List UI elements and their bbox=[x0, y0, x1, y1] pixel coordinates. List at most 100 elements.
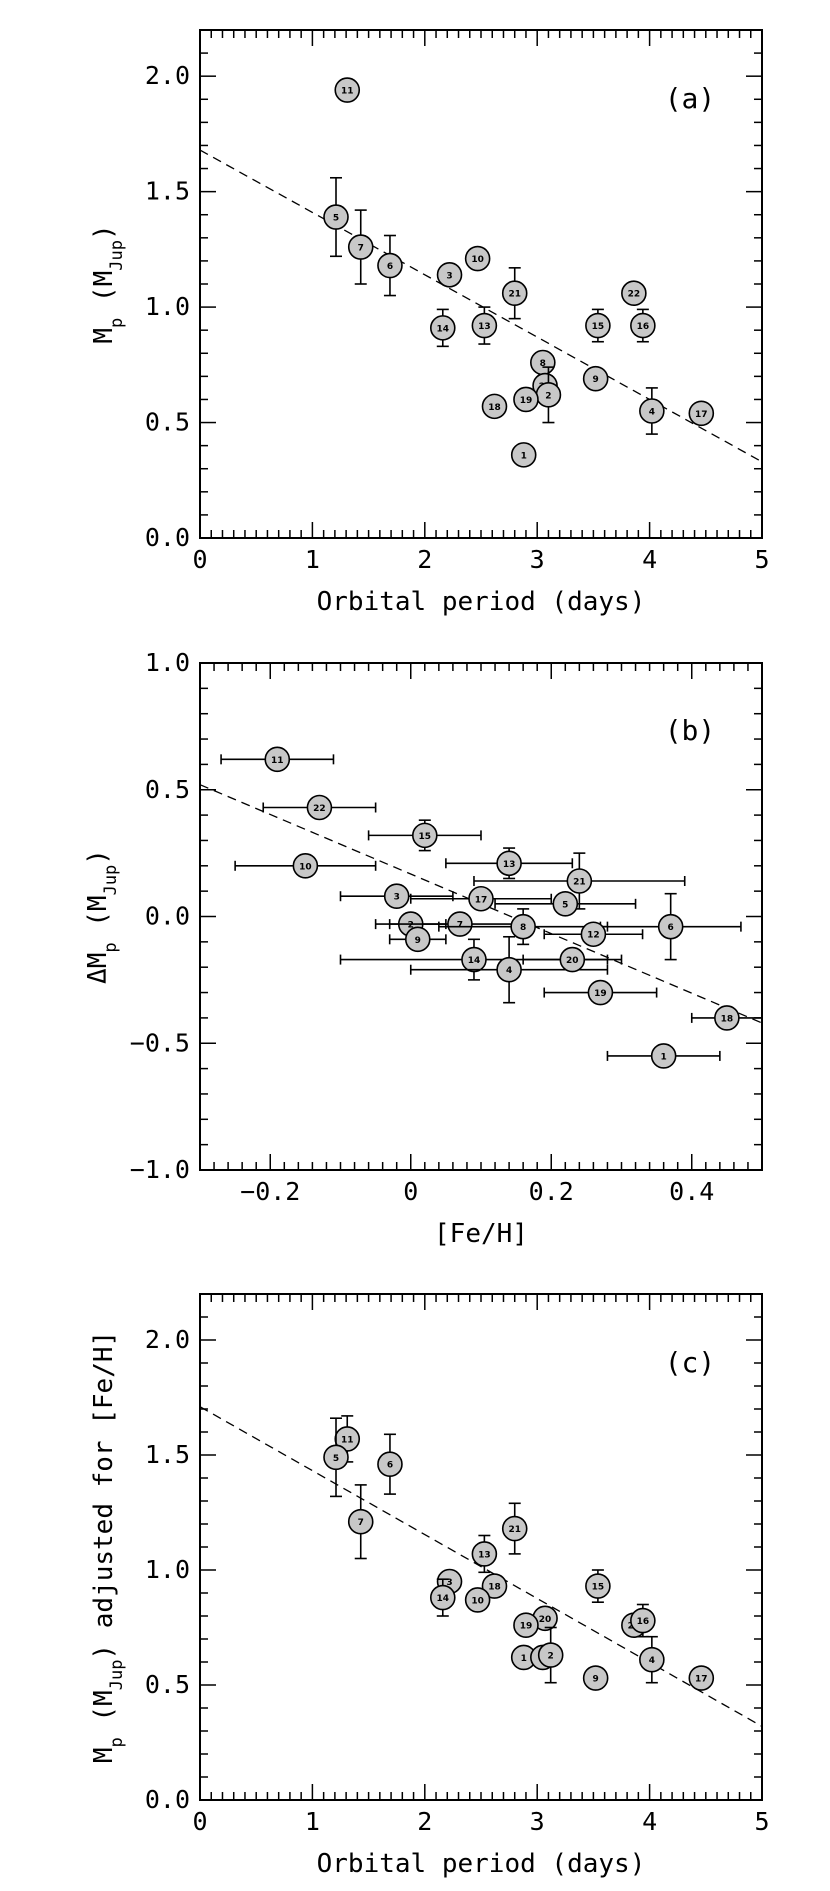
data-point-18: 18 bbox=[481, 393, 508, 420]
data-point-1: 1 bbox=[606, 1043, 721, 1069]
data-point-3: 3 bbox=[436, 261, 463, 288]
data-point-label: 22 bbox=[313, 804, 326, 814]
data-point-label: 15 bbox=[419, 832, 432, 842]
data-point-label: 10 bbox=[299, 862, 312, 872]
data-point-label: 13 bbox=[503, 860, 516, 870]
data-marker bbox=[510, 442, 537, 468]
data-point-22: 22 bbox=[621, 280, 647, 307]
y-tick-label: −0.5 bbox=[130, 1028, 190, 1057]
data-point-label: 17 bbox=[695, 1675, 708, 1685]
data-point-22: 22 bbox=[262, 794, 377, 821]
y-tick-label: 0.0 bbox=[145, 1785, 190, 1814]
data-point-7: 7 bbox=[347, 209, 374, 285]
data-point-label: 14 bbox=[437, 1594, 450, 1604]
data-marker bbox=[580, 921, 607, 948]
chart-panel-a: 0 1 2 3 4 5 0.0 0.5 1.0 1.5 2.0 Orbital period (day… bbox=[89, 29, 770, 617]
data-marker bbox=[429, 1584, 456, 1611]
data-marker bbox=[323, 1444, 349, 1471]
data-point-label: 11 bbox=[341, 1435, 354, 1445]
data-point-label: 7 bbox=[358, 1518, 364, 1528]
data-marker bbox=[404, 926, 431, 953]
data-point-10: 10 bbox=[234, 852, 377, 879]
data-point-label: 10 bbox=[471, 1596, 484, 1606]
x-tick-label: 0.4 bbox=[669, 1177, 714, 1206]
x-tick-label: 2 bbox=[417, 545, 432, 574]
data-point-13: 13 bbox=[445, 847, 574, 880]
data-point-label: 3 bbox=[446, 271, 452, 281]
x-tick-label: −0.2 bbox=[240, 1177, 300, 1206]
x-tick-label: 4 bbox=[642, 1807, 657, 1836]
data-marker bbox=[501, 1515, 528, 1542]
y-tick-label: 2.0 bbox=[145, 61, 190, 90]
data-point-17: 17 bbox=[688, 400, 715, 427]
x-tick-label: 4 bbox=[642, 545, 657, 574]
y-tick-label: 1.0 bbox=[145, 648, 190, 677]
data-point-label: 2 bbox=[548, 1652, 554, 1662]
data-marker bbox=[481, 1573, 508, 1599]
data-point-label: 14 bbox=[468, 956, 481, 966]
data-marker bbox=[650, 1043, 677, 1069]
data-marker bbox=[377, 1451, 403, 1477]
data-point-15: 15 bbox=[585, 1569, 611, 1603]
y-tick-label: 1.0 bbox=[145, 292, 190, 321]
y-axis-title: Mp (MJup) adjusted for [Fe/H] bbox=[89, 1331, 127, 1763]
panel-label: (c) bbox=[665, 1346, 716, 1379]
data-marker bbox=[552, 891, 579, 917]
data-point-label: 21 bbox=[573, 878, 586, 888]
data-marker bbox=[471, 312, 498, 339]
data-point-label: 18 bbox=[488, 403, 501, 413]
data-point-label: 1 bbox=[661, 1052, 667, 1062]
data-marker bbox=[377, 252, 403, 279]
data-point-8: 8 bbox=[438, 908, 609, 946]
data-point-label: 19 bbox=[520, 396, 533, 406]
data-marker bbox=[582, 365, 609, 392]
data-marker bbox=[559, 946, 586, 973]
y-tick-label: 0.5 bbox=[145, 775, 190, 804]
data-marker bbox=[537, 1642, 564, 1668]
data-point-label: 13 bbox=[478, 322, 491, 332]
y-axis-title: Mp (MJup) bbox=[89, 224, 127, 343]
y-tick-label: 1.0 bbox=[145, 1555, 190, 1584]
data-point-label: 3 bbox=[446, 1578, 452, 1588]
data-point-label: 10 bbox=[471, 255, 484, 265]
x-tick-label: 1 bbox=[305, 545, 320, 574]
panel-label: (a) bbox=[665, 82, 716, 115]
data-marker bbox=[714, 1005, 740, 1031]
data-marker bbox=[513, 1612, 539, 1638]
x-tick-label: 0 bbox=[192, 1807, 207, 1836]
data-point-21: 21 bbox=[473, 852, 686, 910]
data-point-21: 21 bbox=[501, 1502, 528, 1555]
data-point-2: 2 bbox=[535, 366, 562, 424]
data-marker bbox=[436, 261, 463, 288]
data-point-3: 3 bbox=[339, 883, 454, 910]
data-point-label: 4 bbox=[649, 1656, 655, 1666]
data-marker bbox=[292, 852, 319, 879]
data-point-label: 9 bbox=[593, 375, 599, 385]
data-marker bbox=[429, 315, 456, 341]
data-marker bbox=[447, 911, 473, 937]
data-point-label: 11 bbox=[341, 87, 354, 97]
data-point-label: 15 bbox=[592, 1583, 605, 1593]
data-marker bbox=[621, 280, 647, 307]
data-point-15: 15 bbox=[585, 308, 611, 343]
x-axis-title: Orbital period (days) bbox=[317, 1849, 646, 1879]
x-tick-label: 0 bbox=[403, 1177, 418, 1206]
data-point-label: 16 bbox=[637, 322, 650, 332]
data-marker bbox=[383, 883, 410, 910]
x-tick-label: 3 bbox=[530, 545, 545, 574]
data-point-4: 4 bbox=[639, 1635, 665, 1684]
data-point-19: 19 bbox=[513, 1612, 539, 1638]
data-point-label: 6 bbox=[387, 1461, 393, 1471]
x-axis-title: [Fe/H] bbox=[434, 1219, 528, 1249]
x-tick-label: 3 bbox=[530, 1807, 545, 1836]
data-marker bbox=[464, 245, 491, 272]
data-point-label: 18 bbox=[488, 1583, 501, 1593]
data-point-5: 5 bbox=[323, 1417, 349, 1498]
data-marker bbox=[468, 885, 494, 912]
y-tick-label: 0.5 bbox=[145, 408, 190, 437]
data-point-6: 6 bbox=[377, 1433, 403, 1495]
data-point-label: 2 bbox=[408, 921, 414, 931]
data-point-9: 9 bbox=[388, 926, 447, 953]
data-point-label: 12 bbox=[587, 931, 600, 941]
data-point-label: 4 bbox=[506, 966, 512, 976]
